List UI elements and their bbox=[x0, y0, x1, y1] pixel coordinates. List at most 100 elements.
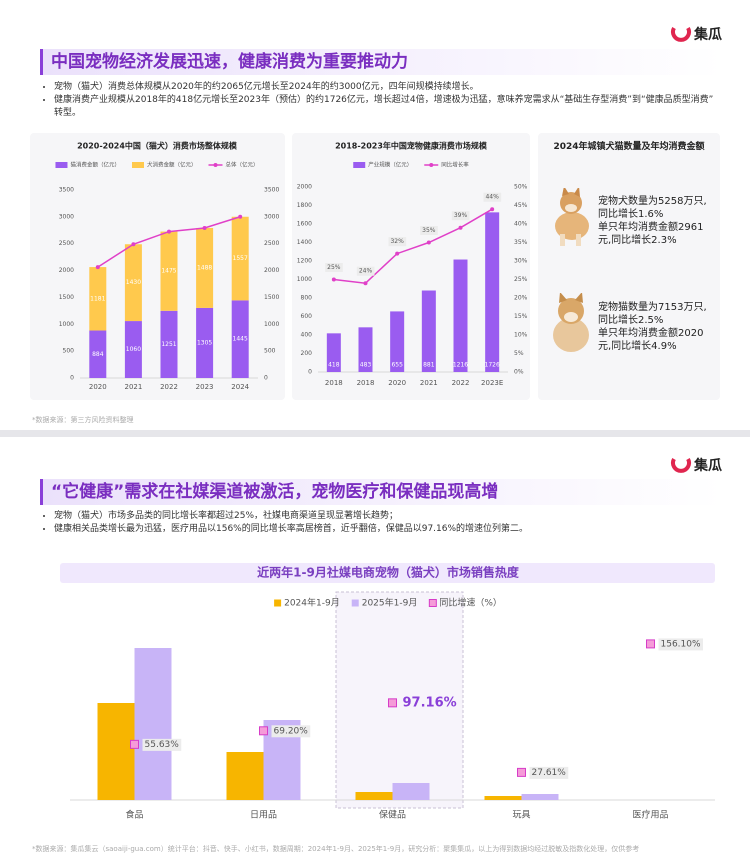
bullet: 宠物（猫犬）消费总体规模从2020年的约2065亿元增长至2024年的约3000… bbox=[54, 81, 714, 94]
x-tick-label: 2021 bbox=[124, 383, 142, 391]
bar bbox=[231, 300, 249, 378]
card-line: 宠物猫数量为7153万只, bbox=[598, 302, 707, 313]
legend-label: 同比增速（%） bbox=[439, 597, 502, 609]
data-label: 32% bbox=[390, 238, 404, 245]
bar bbox=[134, 648, 172, 800]
y2-tick-label: 5% bbox=[514, 350, 524, 357]
chart-title: 近两年1-9月社媒电商宠物（猫犬）市场销售热度 bbox=[257, 565, 520, 580]
x-tick-label: 2018 bbox=[357, 379, 375, 387]
y2-tick-label: 35% bbox=[514, 239, 528, 246]
bar-label: 1305 bbox=[197, 339, 212, 346]
bar-label: 1430 bbox=[126, 279, 141, 286]
bar bbox=[453, 259, 468, 372]
bar-label: 1475 bbox=[161, 268, 176, 275]
title: “它健康”需求在社媒渠道被激活，宠物医疗和保健品现高增 bbox=[40, 479, 723, 505]
card-line: 元,同比增长4.9% bbox=[598, 341, 677, 352]
bar bbox=[392, 783, 430, 800]
legend-label: 猫消费金额（亿元） bbox=[70, 161, 120, 169]
x-tick-label: 2024 bbox=[231, 383, 249, 391]
bar bbox=[196, 227, 214, 308]
legend-label: 2024年1-9月 bbox=[284, 597, 340, 609]
bar-label: 1251 bbox=[161, 341, 176, 348]
data-label: 27.61% bbox=[532, 768, 567, 778]
y2-tick-label: 10% bbox=[514, 332, 528, 339]
marker bbox=[130, 739, 139, 749]
data-label: 25% bbox=[327, 264, 341, 271]
dog-text: 宠物犬数量为5258万只, 同比增长1.6% 单只年均消费金额2961 元,同比… bbox=[598, 195, 718, 247]
y2-tick-label: 50% bbox=[514, 184, 528, 191]
chart-panel: 2018-2023年中国宠物健康消费市场规模 产业规模（亿元） 同比增长率 0 200 4… bbox=[292, 133, 530, 400]
label-box bbox=[325, 263, 343, 272]
x-tick-label: 2022 bbox=[160, 383, 178, 391]
legend-swatch bbox=[274, 599, 282, 607]
card-line: 同比增长1.6% bbox=[598, 209, 664, 220]
data-label: 55.63% bbox=[145, 740, 180, 750]
card-line: 同比增长2.5% bbox=[598, 315, 664, 326]
logo-icon bbox=[671, 458, 691, 473]
bar-label: 1557 bbox=[233, 255, 248, 262]
logo: 集瓜 bbox=[694, 27, 722, 43]
data-label: 44% bbox=[485, 194, 499, 201]
bar bbox=[226, 752, 264, 800]
y2-tick-label: 25% bbox=[514, 276, 528, 283]
x-tick-label: 2023 bbox=[196, 383, 214, 391]
bar bbox=[484, 796, 522, 800]
y2-tick-label: 20% bbox=[514, 295, 528, 302]
legend-label: 总体（亿元） bbox=[226, 161, 259, 169]
bar bbox=[231, 216, 249, 301]
y-tick-label: 400 bbox=[301, 332, 313, 339]
x-tick-label: 玩具 bbox=[512, 810, 530, 821]
bar-label: 884 bbox=[92, 351, 104, 358]
line-point bbox=[202, 225, 207, 230]
y-tick-label: 3000 bbox=[59, 213, 74, 220]
y-tick-label: 1200 bbox=[297, 258, 312, 265]
legend-label: 产业规模（亿元） bbox=[368, 161, 412, 169]
data-label: 24% bbox=[359, 268, 373, 275]
bullet: 健康消费产业规模从2018年的418亿元增长至2023年（预估）的约1726亿元… bbox=[54, 94, 714, 120]
chart-title: 2018-2023年中国宠物健康消费市场规模 bbox=[335, 141, 488, 151]
dog-image bbox=[555, 188, 589, 246]
y-tick-label: 600 bbox=[301, 313, 313, 320]
card: 2024年城镇犬猫数量及年均消费金额 宠物犬数量为5258万只, 同比增长1.6… bbox=[538, 133, 720, 400]
marker bbox=[646, 639, 655, 649]
line-point bbox=[458, 225, 463, 230]
marker bbox=[388, 698, 397, 708]
card-line: 单只年均消费金额2020 bbox=[598, 328, 704, 339]
y-tick-label: 1600 bbox=[297, 221, 312, 228]
bullet: 宠物（猫犬）市场多品类的同比增长率都超过25%，社媒电商渠道呈现显著增长趋势； bbox=[54, 510, 714, 523]
x-tick-label: 2021 bbox=[420, 379, 438, 387]
y-tick-label: 1500 bbox=[59, 294, 74, 301]
y2-tick-label: 45% bbox=[514, 202, 528, 209]
legend-swatch bbox=[351, 599, 359, 607]
data-label: 35% bbox=[422, 227, 436, 234]
y2-tick-label: 30% bbox=[514, 258, 528, 265]
bar-label: 655 bbox=[391, 362, 403, 369]
label-box bbox=[388, 237, 407, 247]
legend-swatch bbox=[429, 163, 434, 167]
legend: 2024年1-9月 2025年1-9月 同比增速（%） bbox=[274, 597, 502, 609]
label-box bbox=[529, 766, 569, 779]
y2-tick-label: 3000 bbox=[264, 213, 279, 220]
legend-swatch bbox=[55, 162, 68, 168]
label-box bbox=[271, 725, 311, 738]
bar-label: 1445 bbox=[233, 336, 248, 343]
x-tick-label: 保健品 bbox=[379, 809, 406, 821]
card-line: 单只年均消费金额2961 bbox=[598, 222, 704, 233]
bar-label: 1216 bbox=[453, 362, 468, 369]
y-tick-label: 3500 bbox=[59, 187, 74, 194]
legend-swatch bbox=[131, 162, 144, 168]
bar bbox=[355, 792, 393, 800]
data-label: 69.20% bbox=[274, 726, 309, 736]
line-point bbox=[95, 265, 100, 270]
bar bbox=[326, 333, 341, 372]
bar bbox=[196, 307, 214, 378]
label-box bbox=[451, 211, 470, 221]
line bbox=[333, 208, 493, 284]
legend: 产业规模（亿元） 同比增长率 bbox=[353, 161, 469, 169]
line-point bbox=[238, 214, 243, 219]
y-tick-label: 1400 bbox=[297, 239, 312, 246]
legend-label: 2025年1-9月 bbox=[362, 597, 418, 609]
bar bbox=[97, 703, 135, 800]
y-tick-label: 1800 bbox=[297, 202, 312, 209]
legend-swatch bbox=[428, 599, 437, 607]
